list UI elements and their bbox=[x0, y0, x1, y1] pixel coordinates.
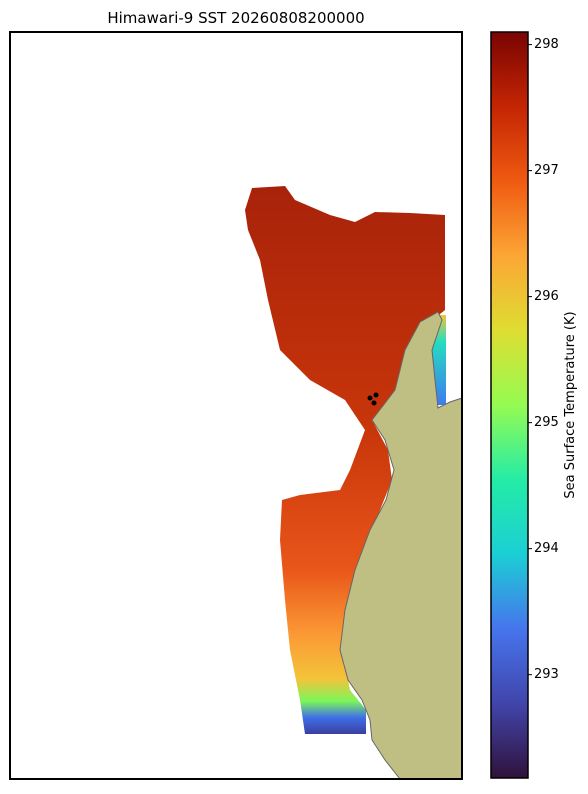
colorbar-tick-label: 298 bbox=[534, 37, 559, 52]
colorbar-ramp bbox=[490, 31, 529, 779]
colorbar: Sea Surface Temperature (K) 293 294 295 296… bbox=[490, 31, 578, 779]
station bbox=[367, 395, 373, 401]
map-plot bbox=[9, 31, 463, 780]
stations bbox=[367, 392, 379, 406]
land bbox=[339, 311, 463, 780]
map-title: Himawari-9 SST 20260808200000 bbox=[107, 9, 364, 27]
station bbox=[373, 392, 379, 398]
colorbar-tick-label: 297 bbox=[534, 163, 559, 178]
colorbar-label: Sea Surface Temperature (K) bbox=[563, 311, 578, 498]
colorbar-tick-label: 294 bbox=[534, 541, 559, 556]
colorbar-tick-label: 296 bbox=[534, 289, 559, 304]
plot-frame bbox=[9, 31, 463, 780]
sst-field bbox=[245, 186, 445, 734]
station bbox=[371, 400, 377, 406]
sst-bay bbox=[430, 315, 446, 405]
colorbar-tick-label: 295 bbox=[534, 415, 559, 430]
colorbar-tick-label: 293 bbox=[534, 667, 559, 682]
